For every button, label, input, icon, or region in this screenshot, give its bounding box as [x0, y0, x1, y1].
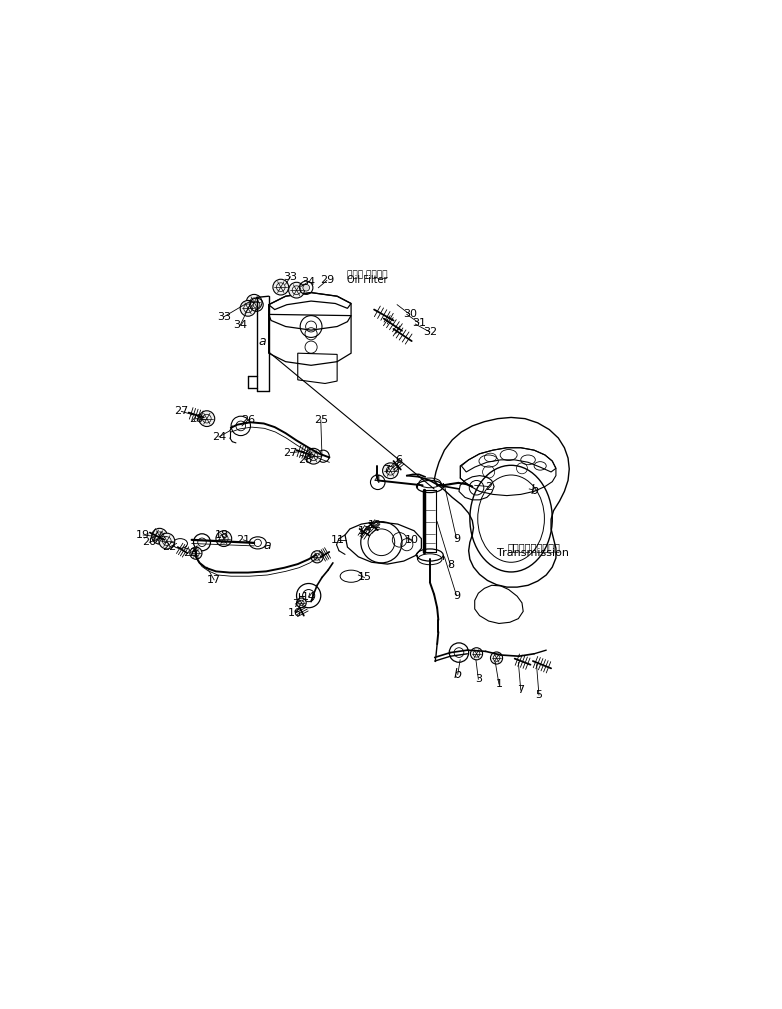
Text: 23: 23: [183, 548, 197, 558]
Text: 18: 18: [215, 530, 229, 540]
Text: 30: 30: [403, 310, 417, 320]
Text: 33: 33: [283, 271, 297, 282]
Circle shape: [303, 285, 310, 291]
Text: 7: 7: [383, 464, 390, 474]
Text: 25: 25: [314, 415, 328, 425]
Circle shape: [199, 411, 215, 427]
Circle shape: [311, 551, 323, 563]
Text: 5: 5: [536, 690, 543, 700]
Text: 22: 22: [162, 542, 177, 552]
Text: 16: 16: [289, 607, 303, 618]
Text: 33: 33: [217, 312, 231, 322]
Circle shape: [152, 529, 167, 544]
Text: 2: 2: [485, 481, 492, 491]
Text: 26: 26: [241, 415, 255, 425]
Text: 7: 7: [292, 599, 299, 609]
Text: 34: 34: [233, 320, 247, 330]
Text: b: b: [530, 483, 538, 496]
Text: 9: 9: [453, 534, 460, 544]
Text: b: b: [454, 668, 461, 681]
Text: 3: 3: [475, 674, 482, 684]
Circle shape: [159, 533, 174, 549]
Circle shape: [490, 652, 503, 664]
Text: 21: 21: [236, 535, 250, 545]
Text: 6: 6: [396, 455, 403, 465]
Circle shape: [216, 531, 231, 547]
Circle shape: [273, 279, 289, 295]
Text: 28: 28: [188, 414, 203, 424]
Text: 17: 17: [207, 575, 221, 585]
Text: 8: 8: [447, 560, 454, 570]
Text: 31: 31: [412, 318, 426, 328]
Circle shape: [190, 547, 202, 559]
Text: オイル フィルタ: オイル フィルタ: [347, 269, 388, 278]
Text: 7: 7: [517, 685, 525, 695]
Text: 10: 10: [404, 535, 418, 545]
Text: 4: 4: [373, 475, 380, 485]
Text: 19: 19: [136, 530, 150, 540]
Text: 15: 15: [357, 572, 371, 582]
Text: a: a: [264, 540, 271, 552]
Text: a: a: [259, 335, 267, 347]
Text: 20: 20: [142, 537, 156, 547]
Circle shape: [296, 598, 307, 607]
Text: 24: 24: [212, 432, 226, 442]
Text: 34: 34: [302, 276, 316, 287]
Text: 1: 1: [496, 679, 503, 689]
Text: 9: 9: [453, 590, 460, 600]
Text: 13: 13: [357, 526, 371, 536]
Text: トランスミッション: トランスミッション: [508, 542, 561, 552]
Text: 27: 27: [174, 407, 188, 417]
Circle shape: [246, 295, 262, 310]
Circle shape: [382, 463, 398, 478]
Text: 28: 28: [298, 455, 312, 465]
Text: 29: 29: [320, 275, 334, 286]
Text: Transmission: Transmission: [497, 548, 569, 558]
Circle shape: [306, 448, 321, 464]
Text: 14: 14: [302, 592, 316, 601]
Text: 11: 11: [331, 535, 345, 545]
Circle shape: [471, 648, 482, 660]
Circle shape: [240, 301, 256, 316]
Circle shape: [253, 302, 260, 308]
Text: Oil Filter: Oil Filter: [347, 275, 388, 286]
Circle shape: [289, 283, 304, 298]
Text: 27: 27: [283, 448, 298, 457]
Text: 32: 32: [423, 327, 437, 337]
Text: 12: 12: [368, 520, 382, 530]
